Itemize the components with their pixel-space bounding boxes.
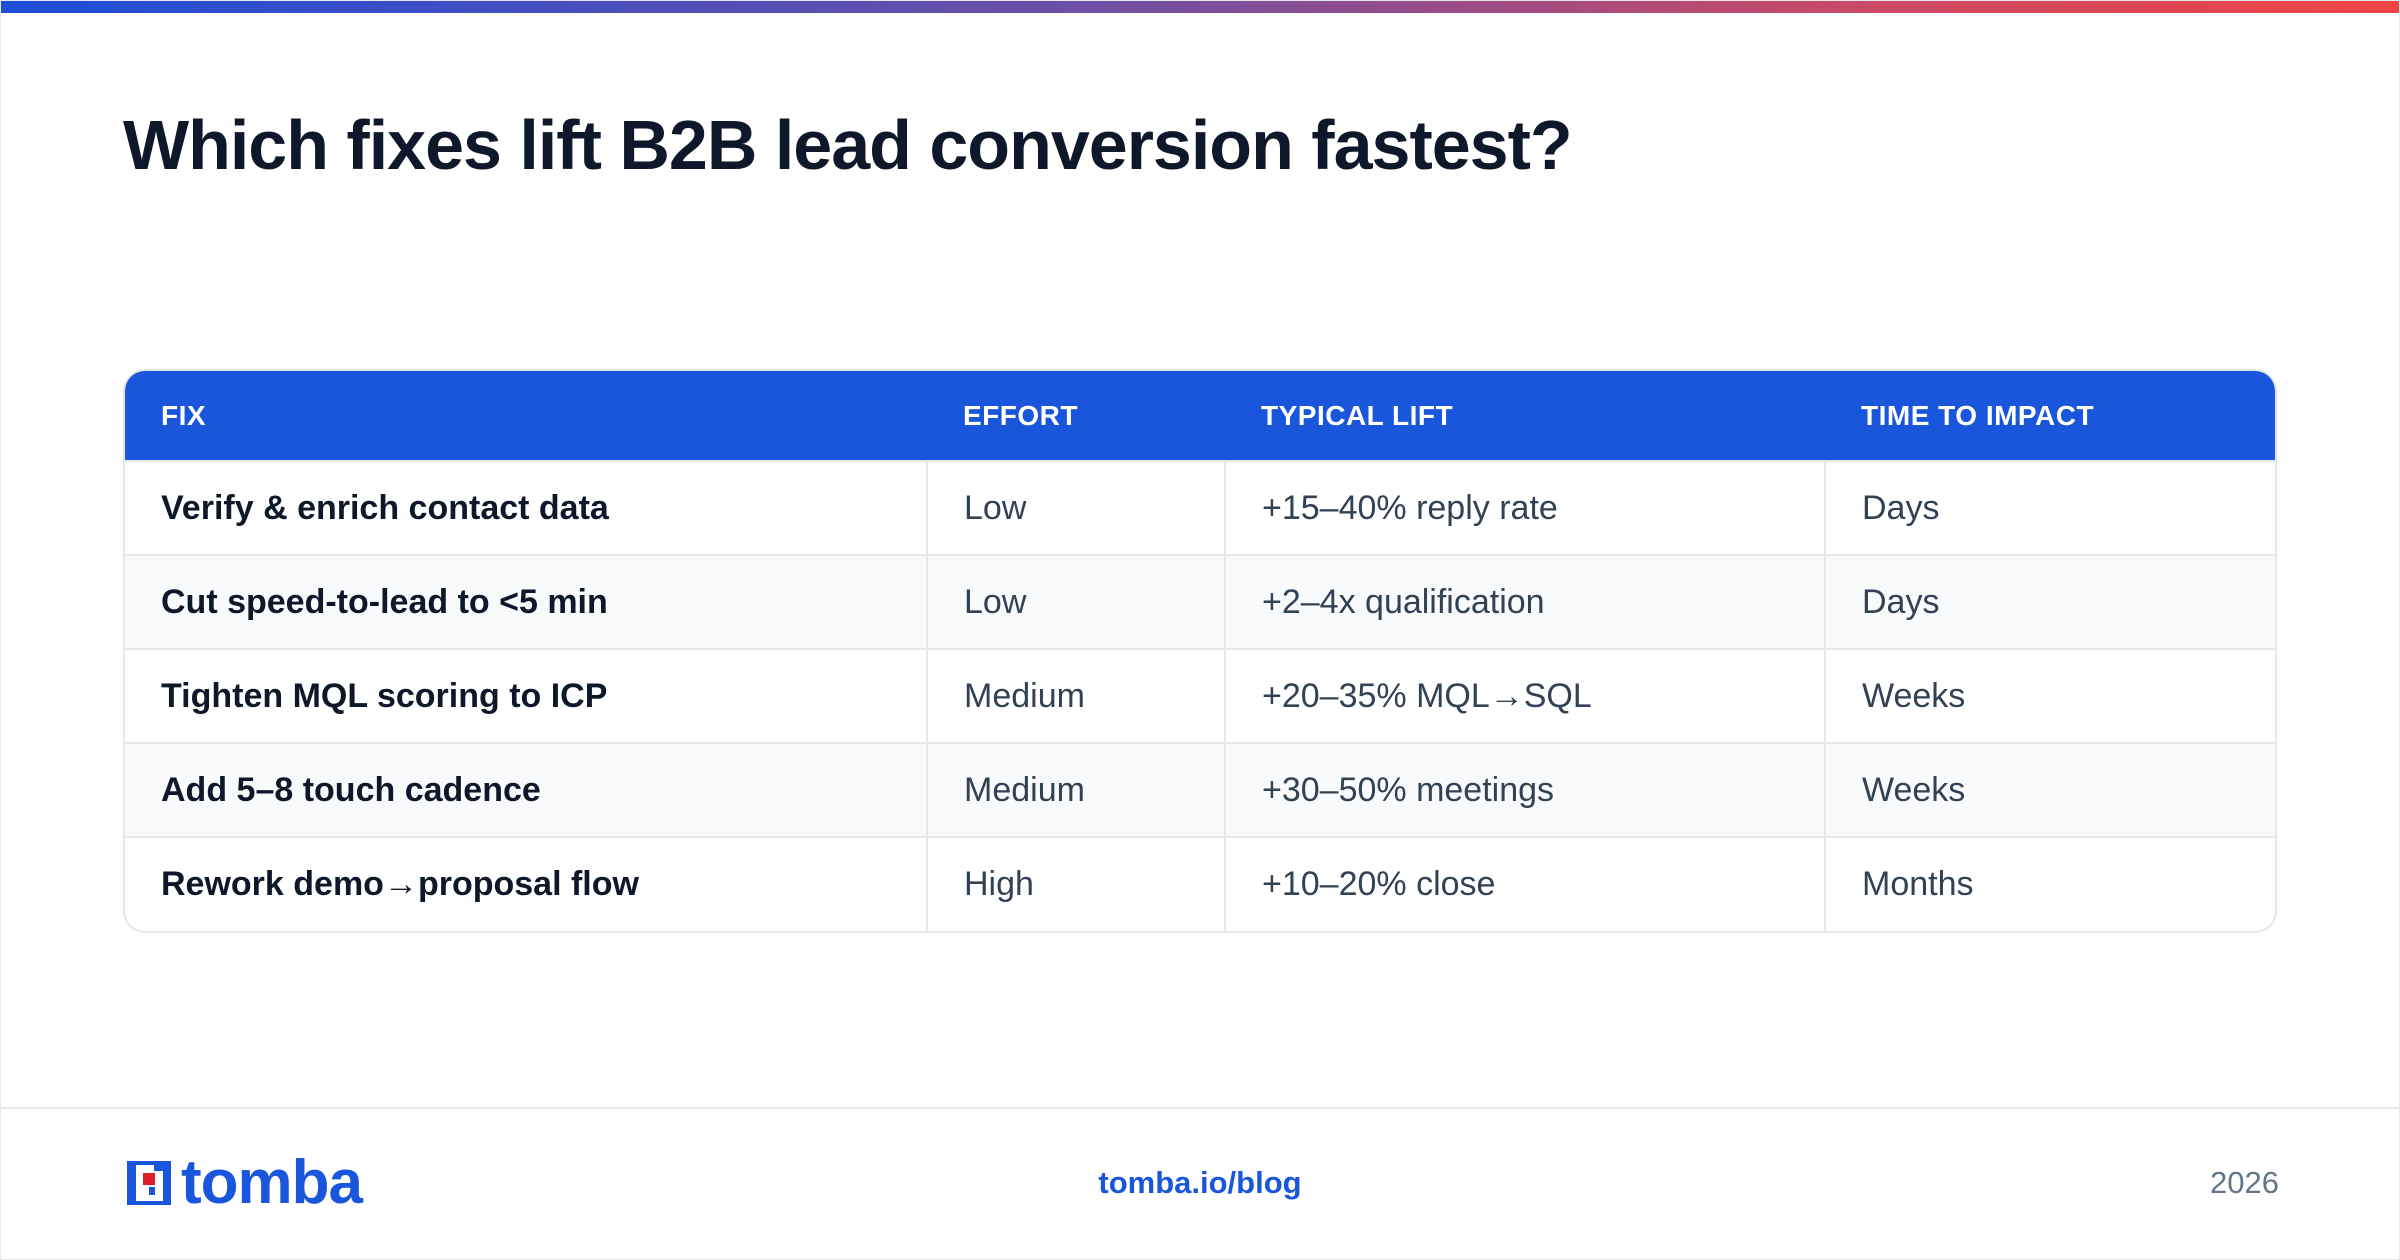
cell-time: Months	[1824, 836, 2275, 931]
footer-year: 2026	[2210, 1165, 2279, 1200]
cell-time: Days	[1824, 460, 2275, 555]
cell-lift: +20–35% MQL→SQL	[1224, 648, 1825, 743]
table-row: Rework demo→proposal flow High +10–20% c…	[125, 836, 2275, 931]
table-row: Cut speed-to-lead to <5 min Low +2–4x qu…	[125, 554, 2275, 649]
blog-link[interactable]: tomba.io/blog	[1098, 1165, 1302, 1200]
cell-fix: Tighten MQL scoring to ICP	[125, 648, 927, 743]
cell-lift: +30–50% meetings	[1224, 742, 1825, 837]
header-time: TIME TO IMPACT	[1861, 399, 2095, 431]
page-title: Which fixes lift B2B lead conversion fas…	[123, 106, 1573, 184]
tomba-logo[interactable]: tomba	[123, 1148, 363, 1217]
comparison-table: FIX EFFORT TYPICAL LIFT TIME TO IMPACT V…	[123, 369, 2277, 933]
cell-lift: +10–20% close	[1224, 836, 1825, 931]
footer-divider	[1, 1107, 2399, 1109]
cell-effort: High	[926, 836, 1225, 931]
cell-time: Days	[1824, 554, 2275, 649]
header-lift: TYPICAL LIFT	[1261, 399, 1454, 431]
header-effort: EFFORT	[963, 399, 1078, 431]
cell-fix: Cut speed-to-lead to <5 min	[125, 554, 927, 649]
tomba-logo-icon	[123, 1157, 175, 1209]
cell-lift: +15–40% reply rate	[1224, 460, 1825, 555]
cell-effort: Low	[926, 460, 1225, 555]
cell-effort: Medium	[926, 742, 1225, 837]
cell-effort: Low	[926, 554, 1225, 649]
cell-fix: Add 5–8 touch cadence	[125, 742, 927, 837]
cell-fix: Rework demo→proposal flow	[125, 836, 927, 931]
logo-wordmark: tomba	[181, 1148, 363, 1217]
cell-lift: +2–4x qualification	[1224, 554, 1825, 649]
header-fix: FIX	[161, 399, 207, 431]
gradient-top-bar	[1, 1, 2399, 13]
cell-time: Weeks	[1824, 648, 2275, 743]
table-row: Add 5–8 touch cadence Medium +30–50% mee…	[125, 742, 2275, 837]
table-row: Tighten MQL scoring to ICP Medium +20–35…	[125, 648, 2275, 743]
table-header-row: FIX EFFORT TYPICAL LIFT TIME TO IMPACT	[125, 371, 2275, 461]
cell-fix: Verify & enrich contact data	[125, 460, 927, 555]
table-row: Verify & enrich contact data Low +15–40%…	[125, 460, 2275, 555]
cell-time: Weeks	[1824, 742, 2275, 837]
cell-effort: Medium	[926, 648, 1225, 743]
